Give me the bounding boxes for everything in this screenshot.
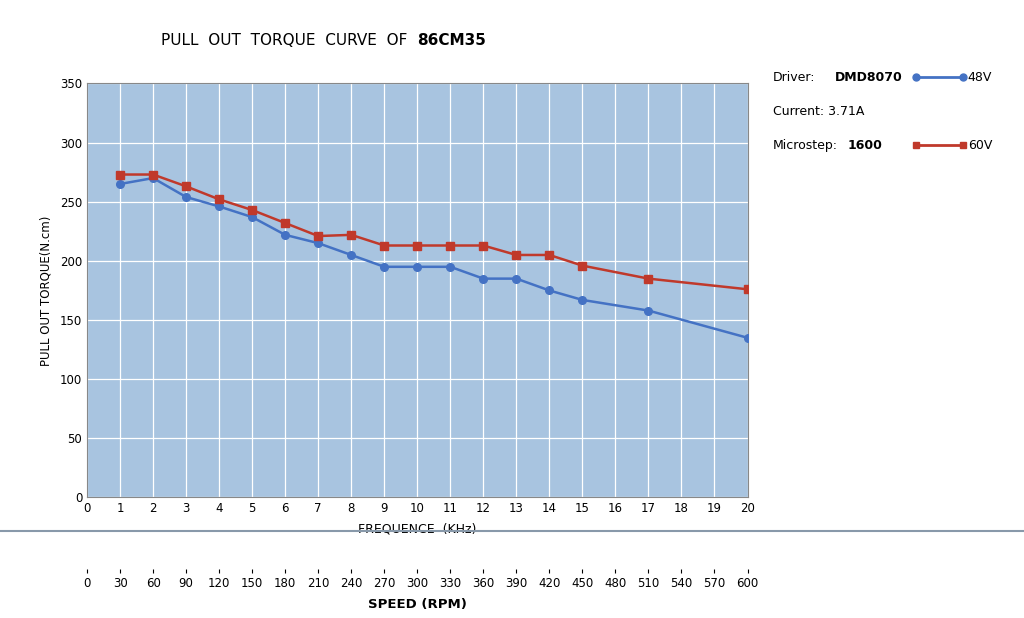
X-axis label: SPEED (RPM): SPEED (RPM) (368, 598, 467, 611)
60V (147, 171, 160, 178)
60V (477, 242, 489, 249)
60V (642, 275, 654, 282)
60V (312, 232, 325, 240)
48V (246, 213, 258, 221)
60V (378, 242, 390, 249)
60V (510, 252, 522, 259)
48V (279, 231, 292, 239)
48V (412, 263, 424, 271)
48V (510, 275, 522, 282)
Line: 60V: 60V (117, 171, 752, 293)
60V (345, 231, 357, 239)
60V (279, 219, 292, 227)
60V (246, 206, 258, 214)
60V (412, 242, 424, 249)
48V (378, 263, 390, 271)
60V (180, 183, 193, 190)
48V (114, 180, 126, 188)
60V (114, 171, 126, 178)
Text: Driver:: Driver: (773, 70, 816, 84)
48V (444, 263, 457, 271)
48V (543, 287, 555, 294)
48V (213, 203, 225, 210)
48V (642, 307, 654, 315)
Text: 86CM35: 86CM35 (418, 33, 486, 48)
Line: 48V: 48V (117, 174, 752, 342)
48V (147, 174, 160, 182)
60V (741, 286, 754, 293)
48V (180, 193, 193, 201)
60V (213, 196, 225, 203)
Text: Microstep:: Microstep: (773, 138, 838, 152)
Y-axis label: PULL OUT TORQUE(N.cm): PULL OUT TORQUE(N.cm) (40, 215, 53, 366)
48V (312, 239, 325, 247)
48V (577, 296, 589, 303)
X-axis label: FREQUENCE  (KHz): FREQUENCE (KHz) (358, 522, 476, 535)
Text: Current: 3.71A: Current: 3.71A (773, 104, 864, 118)
Text: DMD8070: DMD8070 (835, 70, 902, 84)
60V (543, 252, 555, 259)
Text: 48V: 48V (968, 70, 992, 84)
48V (477, 275, 489, 282)
Text: 1600: 1600 (848, 138, 883, 152)
Text: 60V: 60V (968, 138, 992, 152)
Text: PULL  OUT  TORQUE  CURVE  OF: PULL OUT TORQUE CURVE OF (161, 33, 418, 48)
48V (741, 334, 754, 342)
60V (577, 262, 589, 269)
48V (345, 252, 357, 259)
60V (444, 242, 457, 249)
